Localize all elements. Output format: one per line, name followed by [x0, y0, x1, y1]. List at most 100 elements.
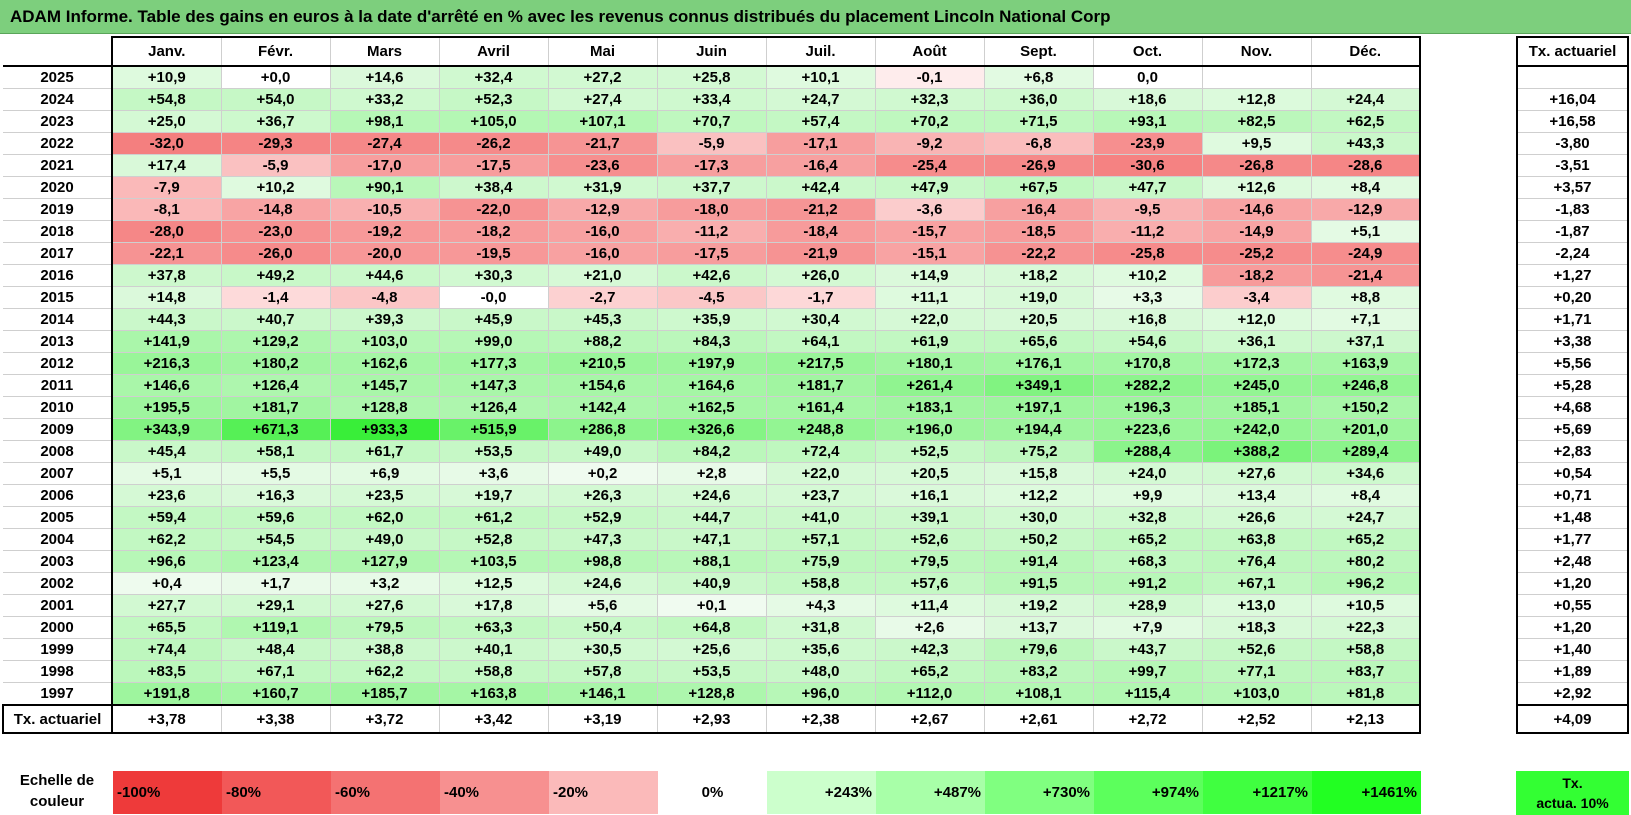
gain-cell: +41,0 — [765, 506, 876, 529]
gain-cell: +177,3 — [438, 352, 549, 375]
color-scale-step: -40% — [440, 771, 549, 814]
actuarial-rate-table: Tx. actuariel +16,04 +16,58 -3,80 -3,51 +3,57… — [1516, 36, 1629, 734]
rate-cell: +1,77 — [1516, 528, 1629, 551]
gain-cell: +32,3 — [874, 88, 985, 111]
gain-cell: +91,4 — [983, 550, 1094, 573]
gain-cell: -23,0 — [220, 220, 331, 243]
gain-cell: +98,1 — [329, 110, 440, 133]
month-header: Août — [874, 36, 985, 67]
gain-cell: +185,1 — [1201, 396, 1312, 419]
gain-cell: +65,2 — [1092, 528, 1203, 551]
gain-cell: -12,9 — [547, 198, 658, 221]
rate-cell: +1,27 — [1516, 264, 1629, 287]
gain-cell: +27,4 — [547, 88, 658, 111]
gain-cell: -16,4 — [765, 154, 876, 177]
gain-cell: -18,2 — [438, 220, 549, 243]
gain-cell: -18,2 — [1201, 264, 1312, 287]
footer-rate-cell: +2,38 — [765, 704, 876, 734]
gain-cell: -19,2 — [329, 220, 440, 243]
gain-cell: -27,4 — [329, 132, 440, 155]
gain-cell: +16,3 — [220, 484, 331, 507]
gain-cell: +36,0 — [983, 88, 1094, 111]
gain-cell: -28,6 — [1310, 154, 1421, 177]
month-header: Juin — [656, 36, 767, 67]
gain-cell: +24,0 — [1092, 462, 1203, 485]
color-scale-step: +487% — [876, 771, 985, 814]
gain-cell: -2,7 — [547, 286, 658, 309]
footer-overall-rate: +4,09 — [1516, 704, 1629, 734]
gain-cell: +19,7 — [438, 484, 549, 507]
gain-cell: +26,0 — [765, 264, 876, 287]
table-row: 2006 +23,6 +16,3 +23,5 +19,7 +26,3 +24,6 +23,7 +… — [3, 484, 1421, 507]
gain-cell: +10,2 — [1092, 264, 1203, 287]
rate-cell: +1,20 — [1516, 616, 1629, 639]
gain-cell: +103,0 — [1201, 682, 1312, 706]
gain-cell: +62,2 — [111, 528, 222, 551]
gain-cell: +43,3 — [1310, 132, 1421, 155]
gain-cell: +47,7 — [1092, 176, 1203, 199]
gain-cell: +671,3 — [220, 418, 331, 441]
rate-cell: -1,83 — [1516, 198, 1629, 221]
rate-cell: +16,04 — [1516, 88, 1629, 111]
gain-cell: +79,6 — [983, 638, 1094, 661]
gain-cell: +10,9 — [111, 65, 222, 89]
gain-cell: +14,8 — [111, 286, 222, 309]
table-row: 2014 +44,3 +40,7 +39,3 +45,9 +45,3 +35,9 +30,4 +… — [3, 308, 1421, 331]
color-scale-step: -60% — [331, 771, 440, 814]
gain-cell: +282,2 — [1092, 374, 1203, 397]
gain-cell: -22,1 — [111, 242, 222, 265]
gain-cell: +7,1 — [1310, 308, 1421, 331]
gain-cell: +197,9 — [656, 352, 767, 375]
rate-cell: +3,57 — [1516, 176, 1629, 199]
corner-cell — [3, 37, 112, 67]
gain-cell: +52,3 — [438, 88, 549, 111]
year-label: 2024 — [3, 88, 113, 111]
gain-cell: +129,2 — [220, 330, 331, 353]
gain-cell: +142,4 — [547, 396, 658, 419]
year-label: 2008 — [3, 440, 113, 463]
gain-cell: +11,4 — [874, 594, 985, 617]
gain-cell: +35,6 — [765, 638, 876, 661]
month-header: Sept. — [983, 36, 1094, 67]
table-row: 2025 +10,9 +0,0 +14,6 +32,4 +27,2 +25,8 +10,1 -0… — [3, 65, 1421, 89]
gain-cell: -18,4 — [765, 220, 876, 243]
gain-cell: +36,7 — [220, 110, 331, 133]
footer-rate-cell: +3,19 — [547, 704, 658, 734]
gain-cell: +75,9 — [765, 550, 876, 573]
gain-cell: +217,5 — [765, 352, 876, 375]
gain-cell: +13,7 — [983, 616, 1094, 639]
gain-cell: +52,9 — [547, 506, 658, 529]
gain-cell: +8,8 — [1310, 286, 1421, 309]
table-row: 2008 +45,4 +58,1 +61,7 +53,5 +49,0 +84,2 +72,4 +… — [3, 440, 1421, 463]
table-row: 2007 +5,1 +5,5 +6,9 +3,6 +0,2 +2,8 +22,0 +20,5 +1… — [3, 462, 1421, 485]
gain-cell: +13,4 — [1201, 484, 1312, 507]
gain-cell: +59,4 — [111, 506, 222, 529]
gain-cell: +32,4 — [438, 65, 549, 89]
gain-cell: -26,2 — [438, 132, 549, 155]
gain-cell: +65,2 — [1310, 528, 1421, 551]
gain-cell: +42,6 — [656, 264, 767, 287]
gain-cell: +65,6 — [983, 330, 1094, 353]
color-scale-step: 0% — [658, 771, 767, 814]
color-scale-step: -20% — [549, 771, 658, 814]
gain-cell: +12,2 — [983, 484, 1094, 507]
table-row: 2015 +14,8 -1,4 -4,8 -0,0 -2,7 -4,5 -1,7 +11,1 +1… — [3, 286, 1421, 309]
month-header: Mai — [547, 36, 658, 67]
table-row: 2024 +54,8 +54,0 +33,2 +52,3 +27,4 +33,4 +24,7 +… — [3, 88, 1421, 111]
table-row: 2021 +17,4 -5,9 -17,0 -17,5 -23,6 -17,3 -16,4 -2… — [3, 154, 1421, 177]
gain-cell: +30,5 — [547, 638, 658, 661]
year-label: 2001 — [3, 594, 113, 617]
color-scale-rate-line1: Tx. — [1562, 775, 1583, 791]
gain-cell: 0,0 — [1092, 65, 1203, 89]
gain-cell: +53,5 — [656, 660, 767, 683]
month-header: Déc. — [1310, 36, 1421, 67]
gain-cell: +23,5 — [329, 484, 440, 507]
gain-cell: +515,9 — [438, 418, 549, 441]
gain-cell: +12,5 — [438, 572, 549, 595]
year-label: 2011 — [3, 374, 113, 397]
gain-cell: +343,9 — [111, 418, 222, 441]
year-label: 2012 — [3, 352, 113, 375]
gain-cell: -16,0 — [547, 242, 658, 265]
gain-cell: +67,1 — [220, 660, 331, 683]
gain-cell: -15,1 — [874, 242, 985, 265]
